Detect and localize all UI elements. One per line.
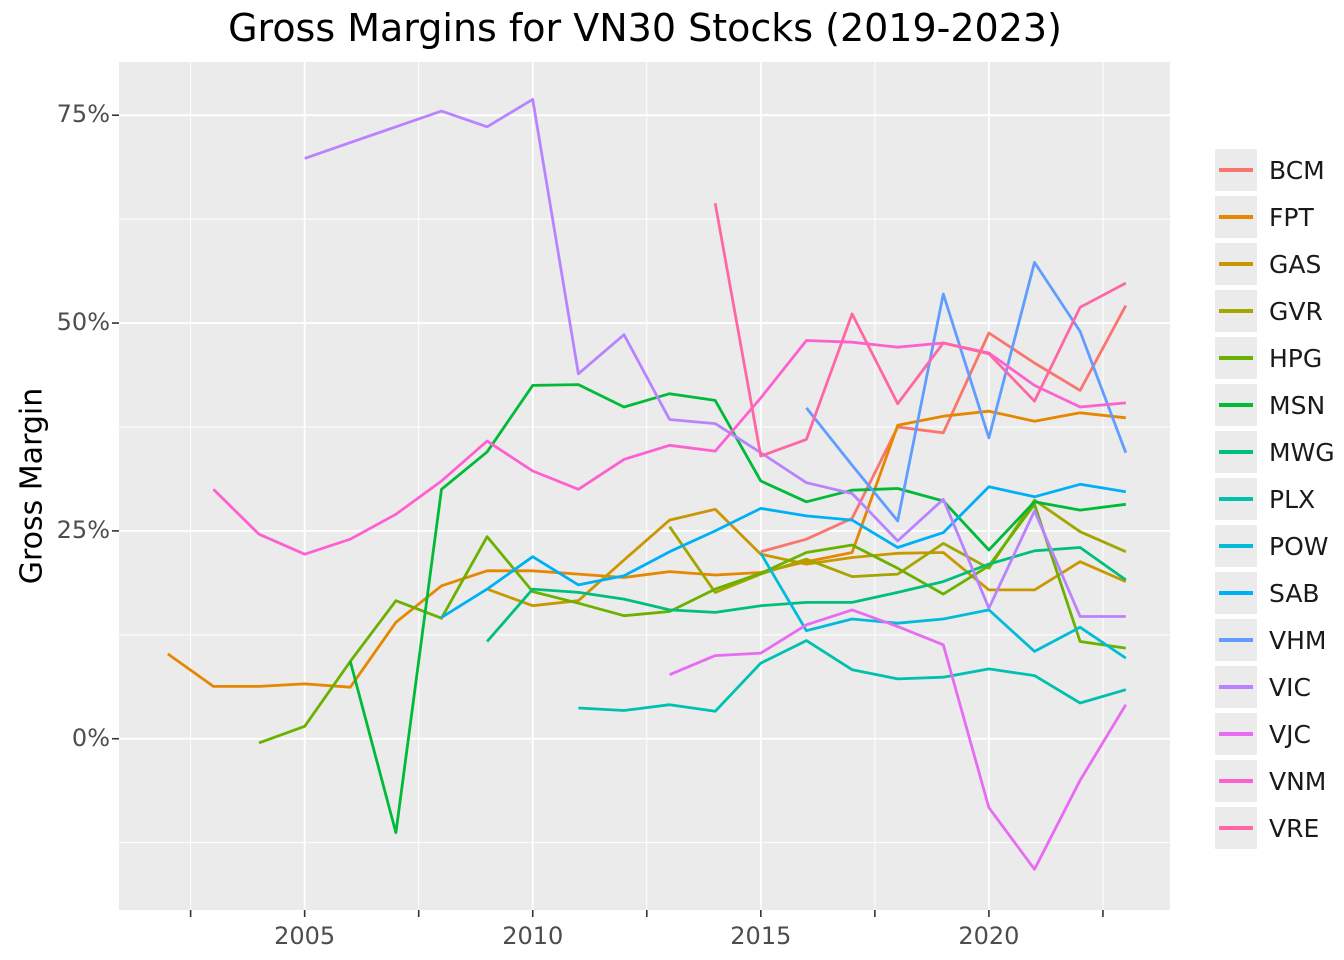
y-tick-label: 0% — [71, 723, 110, 752]
legend-item-MWG: MWG — [1215, 431, 1335, 473]
legend-key — [1215, 572, 1257, 614]
legend-label: MWG — [1269, 437, 1335, 467]
legend-label: SAB — [1269, 578, 1320, 608]
legend-label: VNM — [1269, 766, 1327, 796]
legend-key — [1215, 807, 1257, 849]
legend-key-line-icon — [1219, 826, 1253, 830]
legend: BCM FPT GAS GVR HPG MSN MWG PLX POW SAB VHM VIC VJC V… — [1215, 149, 1335, 849]
legend-label: VIC — [1269, 672, 1311, 702]
series-line-BCM — [760, 304, 1128, 554]
legend-item-VIC: VIC — [1215, 666, 1335, 708]
series-line-GVR — [668, 498, 1127, 594]
plot-panel — [119, 62, 1170, 910]
series-line-VJC — [669, 608, 1127, 871]
legend-key-line-icon — [1219, 685, 1253, 689]
legend-key-line-icon — [1219, 356, 1253, 360]
x-tick-label: 2020 — [958, 922, 1020, 950]
series-line-POW — [759, 552, 1127, 660]
legend-item-PLX: PLX — [1215, 478, 1335, 520]
legend-key-line-icon — [1219, 168, 1253, 172]
legend-key — [1215, 243, 1257, 285]
legend-key-line-icon — [1219, 638, 1253, 642]
legend-item-MSN: MSN — [1215, 384, 1335, 426]
x-tick-label: 2010 — [502, 922, 564, 950]
legend-key-line-icon — [1219, 450, 1253, 454]
legend-label: GVR — [1269, 296, 1323, 326]
series-line-FPT — [166, 409, 1126, 689]
legend-item-SAB: SAB — [1215, 572, 1335, 614]
y-tick-label: 75% — [56, 100, 110, 129]
legend-label: FPT — [1269, 202, 1314, 232]
legend-key — [1215, 760, 1257, 802]
legend-key — [1215, 666, 1257, 708]
legend-key-line-icon — [1219, 215, 1253, 219]
y-axis-title: Gross Margin — [14, 387, 50, 585]
legend-label: HPG — [1269, 343, 1323, 373]
legend-key — [1215, 196, 1257, 238]
legend-item-POW: POW — [1215, 525, 1335, 567]
legend-key-line-icon — [1219, 262, 1253, 266]
legend-label: VJC — [1269, 719, 1311, 749]
legend-item-FPT: FPT — [1215, 196, 1335, 238]
legend-key — [1215, 713, 1257, 755]
series-line-HPG — [258, 502, 1127, 745]
legend-label: GAS — [1269, 249, 1322, 279]
legend-key — [1215, 478, 1257, 520]
series-line-MSN — [348, 383, 1126, 835]
legend-label: PLX — [1269, 484, 1316, 514]
legend-key — [1215, 431, 1257, 473]
legend-key — [1215, 619, 1257, 661]
series-line-VRE — [713, 203, 1127, 458]
series-line-SAB — [440, 482, 1127, 619]
x-tick-label: 2015 — [730, 922, 792, 950]
legend-key-line-icon — [1219, 403, 1253, 407]
series-line-GAS — [486, 507, 1127, 608]
y-tick-label: 25% — [56, 515, 110, 544]
legend-label: VRE — [1269, 813, 1320, 843]
legend-item-GVR: GVR — [1215, 290, 1335, 332]
legend-item-VNM: VNM — [1215, 760, 1335, 802]
legend-item-GAS: GAS — [1215, 243, 1335, 285]
legend-key-line-icon — [1219, 779, 1253, 783]
legend-item-VJC: VJC — [1215, 713, 1335, 755]
legend-key-line-icon — [1219, 309, 1253, 313]
legend-key-line-icon — [1219, 732, 1253, 736]
legend-key — [1215, 149, 1257, 191]
legend-key-line-icon — [1219, 544, 1253, 548]
legend-label: VHM — [1269, 625, 1327, 655]
legend-key-line-icon — [1219, 591, 1253, 595]
legend-item-VHM: VHM — [1215, 619, 1335, 661]
legend-key — [1215, 525, 1257, 567]
series-line-PLX — [578, 639, 1127, 713]
legend-label: POW — [1269, 531, 1329, 561]
legend-item-BCM: BCM — [1215, 149, 1335, 191]
legend-label: BCM — [1269, 155, 1325, 185]
chart-title: Gross Margins for VN30 Stocks (2019-2023… — [228, 6, 1062, 50]
legend-item-HPG: HPG — [1215, 337, 1335, 379]
y-tick-label: 50% — [56, 308, 110, 337]
series-line-VIC — [304, 98, 1126, 618]
legend-key — [1215, 290, 1257, 332]
x-tick-label: 2005 — [274, 922, 336, 950]
legend-key — [1215, 384, 1257, 426]
legend-key — [1215, 337, 1257, 379]
legend-key-line-icon — [1219, 497, 1253, 501]
legend-label: MSN — [1269, 390, 1326, 420]
legend-item-VRE: VRE — [1215, 807, 1335, 849]
series-line-MWG — [486, 546, 1127, 643]
